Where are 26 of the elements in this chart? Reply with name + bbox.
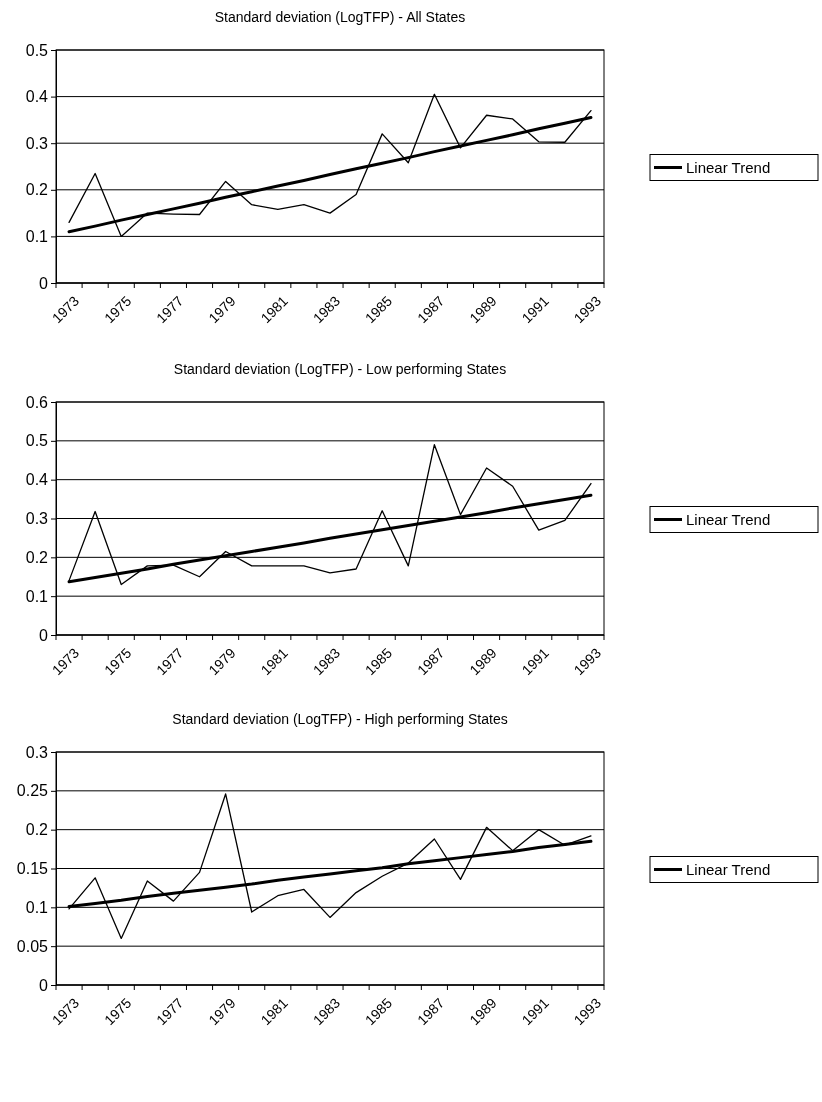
y-tick-label: 0.4 bbox=[25, 471, 49, 489]
y-tick-label: 0 bbox=[39, 976, 49, 994]
y-tick-label: 0.2 bbox=[25, 821, 49, 839]
y-tick-label: 0.1 bbox=[25, 228, 49, 246]
y-tick-label: 0.1 bbox=[25, 587, 49, 605]
y-tick-label: 0.4 bbox=[25, 88, 49, 106]
legend-label: Linear Trend bbox=[686, 158, 771, 176]
y-tick-label: 0.3 bbox=[25, 743, 49, 761]
y-tick-label: 0.6 bbox=[25, 393, 49, 411]
y-tick-label: 0.25 bbox=[16, 782, 49, 800]
legend-label: Linear Trend bbox=[686, 510, 771, 528]
chart-title: Standard deviation (LogTFP) - All States bbox=[214, 9, 466, 25]
y-tick-label: 0.2 bbox=[25, 548, 49, 566]
legend-label: Linear Trend bbox=[686, 860, 771, 878]
y-tick-label: 0.3 bbox=[25, 510, 49, 528]
y-tick-label: 0.1 bbox=[25, 898, 49, 916]
y-tick-label: 0.15 bbox=[16, 860, 49, 878]
y-tick-label: 0 bbox=[39, 626, 49, 644]
y-tick-label: 0.3 bbox=[25, 134, 49, 152]
y-tick-label: 0.05 bbox=[16, 937, 49, 955]
chart-title: Standard deviation (LogTFP) - High performing States bbox=[172, 711, 508, 727]
y-tick-label: 0.5 bbox=[25, 432, 49, 450]
chart-title: Standard deviation (LogTFP) - Low performing States bbox=[173, 361, 507, 377]
y-tick-label: 0.2 bbox=[25, 181, 49, 199]
y-tick-label: 0.5 bbox=[25, 41, 49, 59]
y-tick-label: 0 bbox=[39, 274, 49, 292]
